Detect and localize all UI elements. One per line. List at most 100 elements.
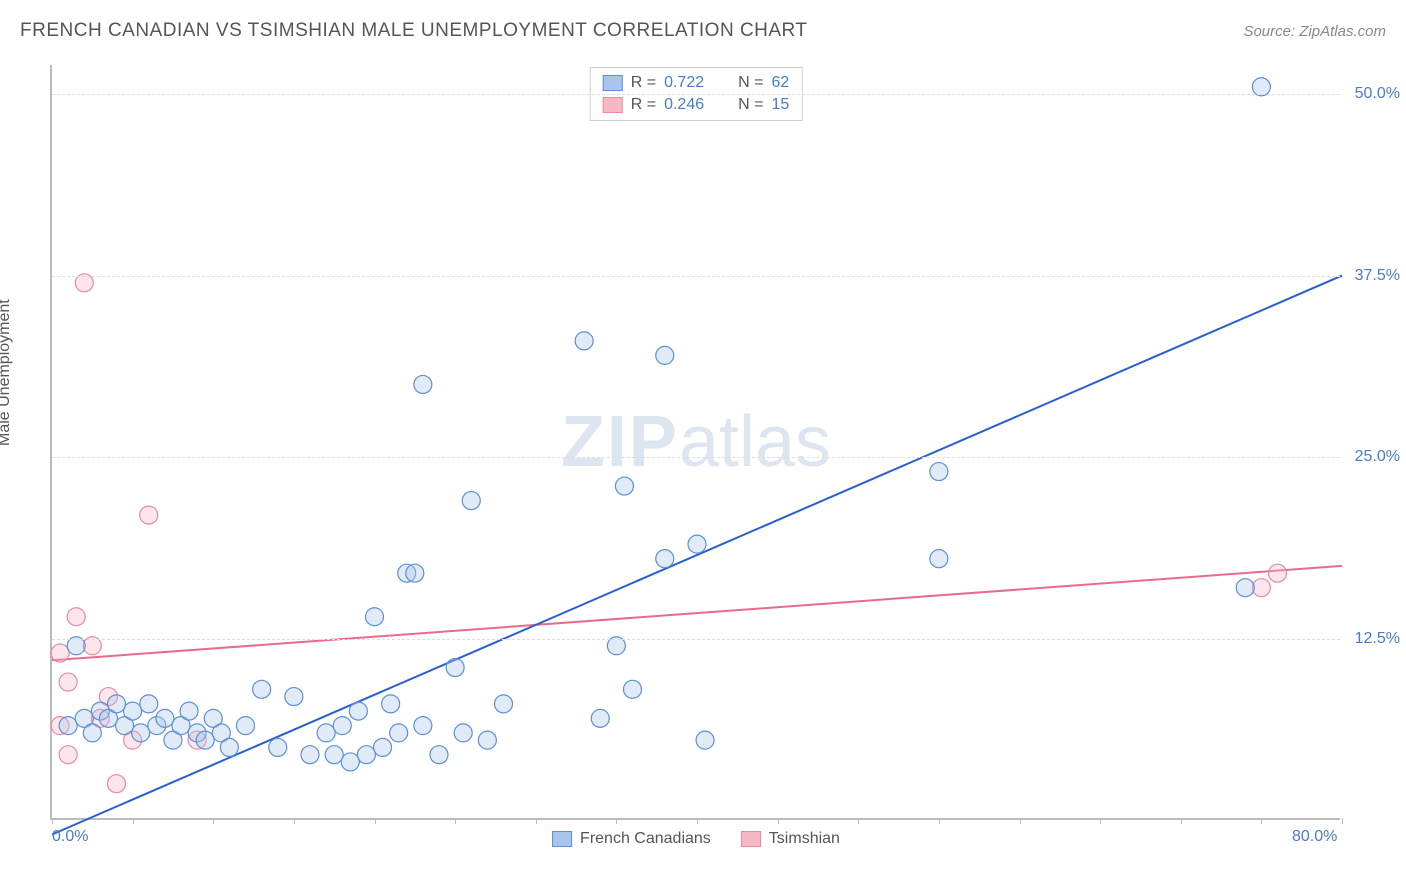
x-tick [1181,818,1182,824]
data-point [180,702,198,720]
n-label: N = [738,74,763,92]
data-point [285,688,303,706]
x-tick [213,818,214,824]
x-tick-label: 80.0% [1292,828,1337,846]
data-point [374,738,392,756]
x-tick [697,818,698,824]
data-point [132,724,150,742]
data-point [454,724,472,742]
data-point [269,738,287,756]
swatch-tsimshian-icon [741,831,761,847]
data-point [108,695,126,713]
swatch-french [603,75,623,91]
x-tick [536,818,537,824]
swatch-french-icon [552,831,572,847]
gridline [52,276,1340,277]
x-tick [133,818,134,824]
data-point [495,695,513,713]
data-point [317,724,335,742]
trend-line [52,276,1342,835]
data-point [59,746,77,764]
data-point [366,608,384,626]
legend-label-tsimshian: Tsimshian [769,830,840,848]
r-value-tsimshian: 0.246 [664,96,704,114]
data-point [253,680,271,698]
bottom-legend: French Canadians Tsimshian [552,830,840,848]
data-point [1252,579,1270,597]
y-tick-label: 12.5% [1355,630,1400,648]
n-value-tsimshian: 15 [771,96,789,114]
data-point [575,332,593,350]
x-tick [1100,818,1101,824]
x-tick [1342,818,1343,824]
x-tick [1261,818,1262,824]
data-point [414,375,432,393]
trend-line [52,566,1342,660]
legend-item-french: French Canadians [552,830,711,848]
data-point [59,673,77,691]
gridline [52,639,1340,640]
data-point [446,659,464,677]
data-point [124,702,142,720]
x-tick [939,818,940,824]
gridline [52,94,1340,95]
legend-item-tsimshian: Tsimshian [741,830,840,848]
data-point [696,731,714,749]
data-point [220,738,238,756]
data-point [108,775,126,793]
r-value-french: 0.722 [664,74,704,92]
y-tick-label: 25.0% [1355,448,1400,466]
x-tick [294,818,295,824]
data-point [325,746,343,764]
x-tick [778,818,779,824]
source-attribution: Source: ZipAtlas.com [1243,23,1386,40]
data-point [341,753,359,771]
r-label: R = [631,74,656,92]
data-point [656,550,674,568]
data-point [462,492,480,510]
y-axis-label: Male Unemployment [0,299,14,446]
y-tick-label: 50.0% [1355,85,1400,103]
data-point [382,695,400,713]
data-point [357,746,375,764]
legend-row-french: R = 0.722 N = 62 [603,72,790,94]
x-tick [455,818,456,824]
n-value-french: 62 [771,74,789,92]
data-point [478,731,496,749]
x-tick-label: 0.0% [52,828,88,846]
data-point [406,564,424,582]
data-point [237,717,255,735]
n-label: N = [738,96,763,114]
data-point [390,724,408,742]
data-point [83,724,101,742]
r-label: R = [631,96,656,114]
data-point [140,695,158,713]
data-point [615,477,633,495]
x-tick [616,818,617,824]
data-point [1236,579,1254,597]
data-point [301,746,319,764]
data-point [930,550,948,568]
x-tick [1020,818,1021,824]
data-point [430,746,448,764]
plot-area: ZIPatlas R = 0.722 N = 62 R = 0.246 N = … [50,65,1340,820]
data-point [140,506,158,524]
data-point [59,717,77,735]
data-point [333,717,351,735]
chart-svg [52,65,1340,818]
data-point [67,608,85,626]
x-tick [858,818,859,824]
x-tick [52,818,53,824]
data-point [196,731,214,749]
y-tick-label: 37.5% [1355,267,1400,285]
data-point [688,535,706,553]
data-point [624,680,642,698]
data-point [51,644,69,662]
x-tick [375,818,376,824]
data-point [414,717,432,735]
data-point [349,702,367,720]
chart-title: FRENCH CANADIAN VS TSIMSHIAN MALE UNEMPL… [20,20,808,42]
data-point [156,709,174,727]
data-point [930,463,948,481]
legend-row-tsimshian: R = 0.246 N = 15 [603,94,790,116]
